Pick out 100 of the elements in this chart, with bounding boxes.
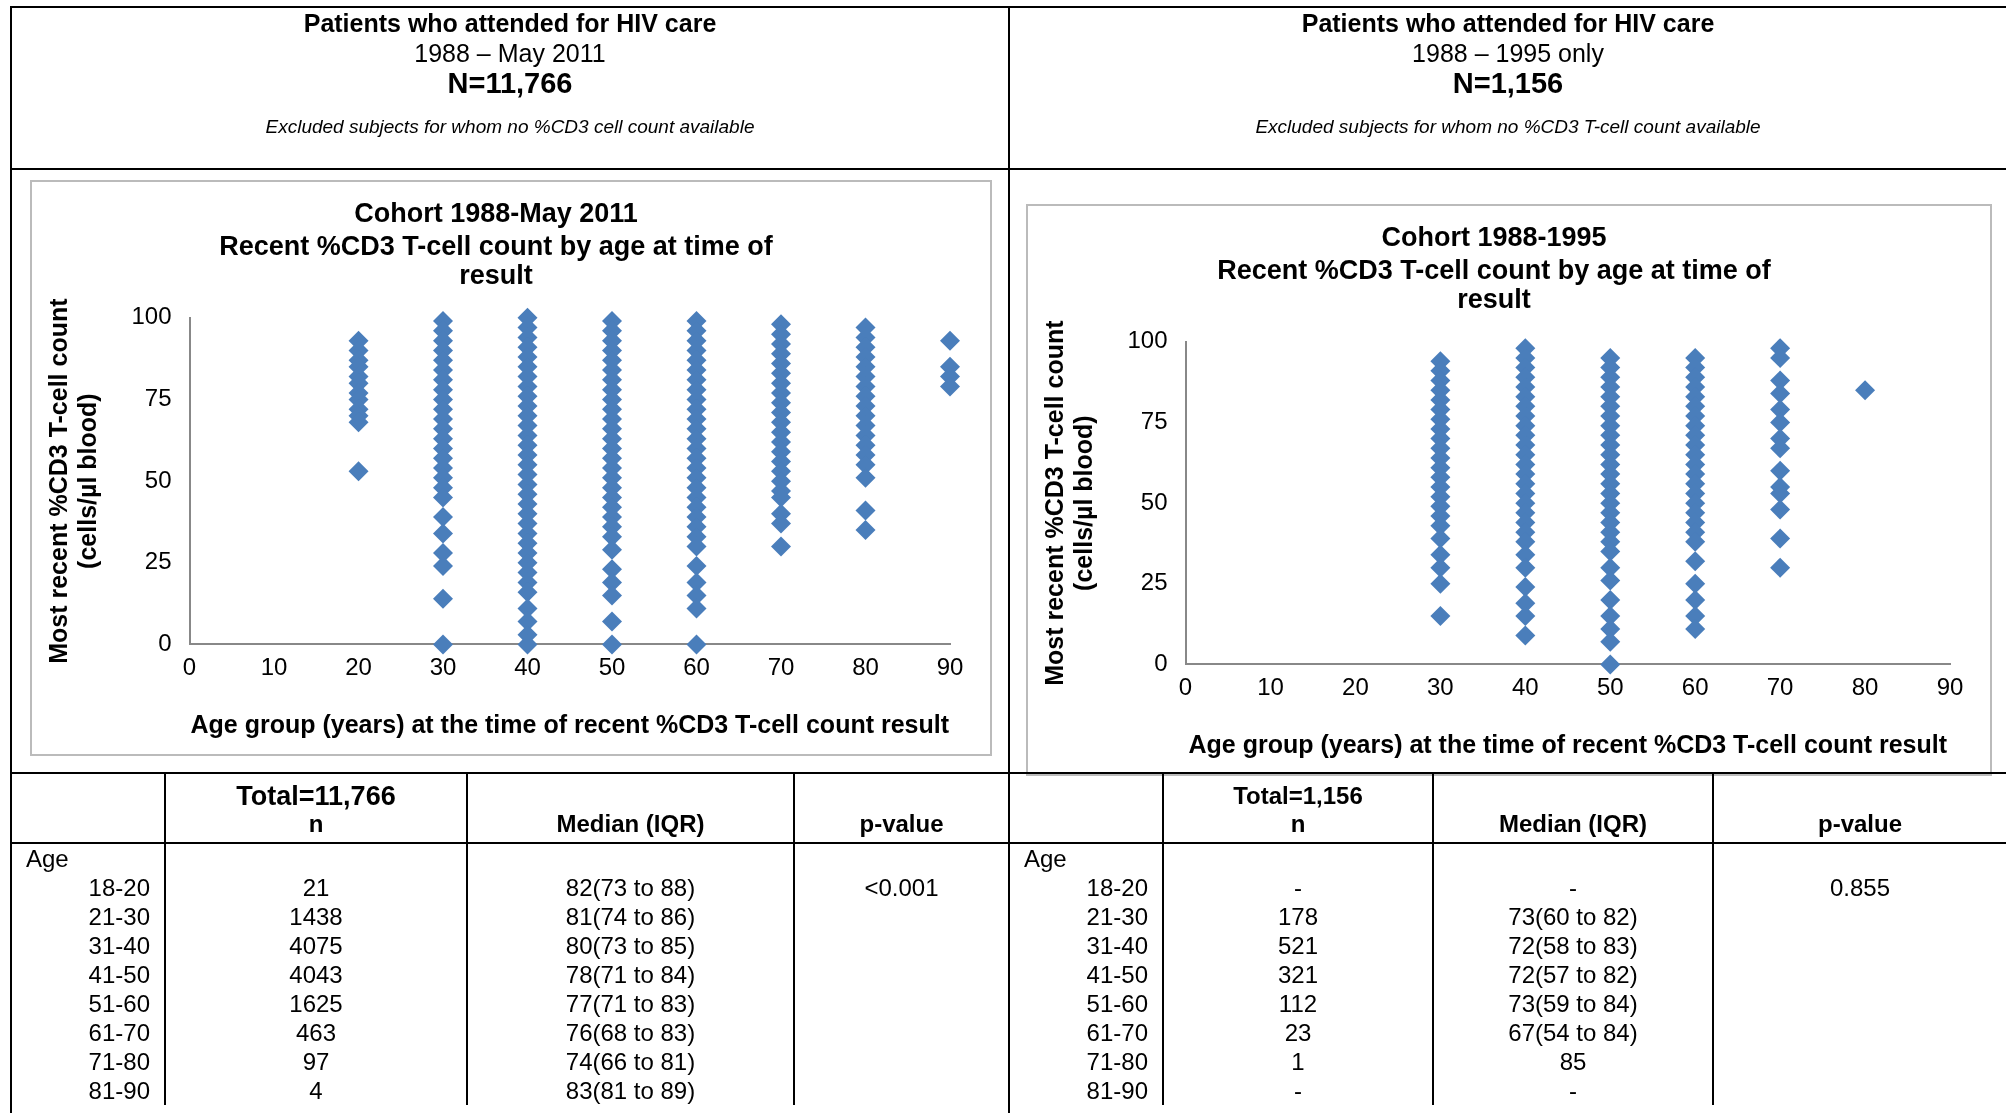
text: 51-60 <box>87 989 151 1018</box>
text: 463 <box>165 1018 467 1047</box>
text: n <box>307 810 325 838</box>
x-tick-label: 0 <box>182 653 197 681</box>
text: 521 <box>1163 931 1433 960</box>
text: 80(73 to 85) <box>467 931 794 960</box>
y-tick-label: 50 <box>144 465 172 493</box>
text: - <box>1163 873 1433 902</box>
text: Age <box>25 844 70 873</box>
x-tick-label: 10 <box>1257 673 1284 701</box>
chart-title: Cohort 1988-1995 <box>1381 221 1607 252</box>
text: 4 <box>165 1076 467 1105</box>
x-axis-title: Age group (years) at the time of recent %CD3 T-cell count result <box>1188 729 1948 758</box>
x-tick-label: 50 <box>598 653 626 681</box>
text: p-value <box>1817 810 1903 838</box>
x-axis-title: Age group (years) at the time of recent %CD3 T-cell count result <box>190 709 950 738</box>
text: 178 <box>1163 902 1433 931</box>
text: p-value <box>858 810 945 838</box>
text: 21-30 <box>1085 902 1149 931</box>
chart-subtitle: Recent %CD3 T-cell count by age at time of result <box>1217 254 1772 315</box>
y-tick-label: 100 <box>1127 326 1168 354</box>
text: 112 <box>1163 989 1433 1018</box>
text: 41-50 <box>87 960 151 989</box>
text: 41-50 <box>1085 960 1149 989</box>
text: 61-70 <box>87 1018 151 1047</box>
text: 71-80 <box>1085 1047 1149 1076</box>
text: n <box>1289 810 1307 838</box>
text: 81-90 <box>87 1076 151 1105</box>
text: 1438 <box>165 902 467 931</box>
text: 85 <box>1433 1047 1713 1076</box>
text: 18-20 <box>87 873 151 902</box>
x-tick-label: 60 <box>683 653 710 681</box>
text: 1625 <box>165 989 467 1018</box>
x-tick-label: 60 <box>1681 673 1709 701</box>
y-axis-title: Most recent %CD3 T-cell count (cells/µl blood) <box>44 297 102 664</box>
text: 72(58 to 83) <box>1433 931 1713 960</box>
text: 21-30 <box>87 902 151 931</box>
text: 4043 <box>165 960 467 989</box>
text: 78(71 to 84) <box>467 960 794 989</box>
text: 81(74 to 86) <box>467 902 794 931</box>
text: 23 <box>1163 1018 1433 1047</box>
text: Median (IQR) <box>555 810 706 838</box>
text: 73(60 to 82) <box>1433 902 1713 931</box>
x-tick-label: 30 <box>429 653 457 681</box>
y-tick-label: 100 <box>131 302 172 330</box>
text: 61-70 <box>1085 1018 1149 1047</box>
x-tick-label: 80 <box>1851 673 1879 701</box>
y-tick-label: 75 <box>1140 407 1168 435</box>
text: - <box>1433 1076 1713 1105</box>
text: 31-40 <box>87 931 151 960</box>
x-tick-label: 80 <box>852 653 879 681</box>
text: 1988 – 1995 only <box>1411 38 1605 68</box>
text: Excluded subjects for whom no %CD3 cell count available <box>264 115 756 139</box>
text: - <box>1433 873 1713 902</box>
x-tick-label: 20 <box>345 653 372 681</box>
text: Total=11,766 <box>235 781 397 811</box>
y-tick-label: 0 <box>158 629 172 657</box>
text: - <box>1163 1076 1433 1105</box>
text: Patients who attended for HIV care <box>302 8 718 38</box>
x-tick-label: 10 <box>260 653 288 681</box>
text: <0.001 <box>794 873 1008 902</box>
text: 1 <box>1163 1047 1433 1076</box>
x-tick-label: 0 <box>1178 673 1193 701</box>
text: 77(71 to 83) <box>467 989 794 1018</box>
text: Age <box>1023 844 1068 873</box>
text: 71-80 <box>87 1047 151 1076</box>
text: 97 <box>165 1047 467 1076</box>
text: N=11,766 <box>446 67 574 99</box>
x-tick-label: 30 <box>1427 673 1454 701</box>
text: 321 <box>1163 960 1433 989</box>
x-tick-label: 90 <box>1936 673 1964 701</box>
text: 82(73 to 88) <box>467 873 794 902</box>
y-tick-label: 50 <box>1140 487 1168 515</box>
text: Patients who attended for HIV care <box>1300 8 1716 38</box>
x-tick-label: 50 <box>1596 673 1624 701</box>
text: 4075 <box>165 931 467 960</box>
x-tick-label: 90 <box>936 653 964 681</box>
y-tick-label: 25 <box>144 547 172 575</box>
text: 72(57 to 82) <box>1433 960 1713 989</box>
text: Excluded subjects for whom no %CD3 T-cell count available <box>1254 115 1762 139</box>
x-tick-label: 20 <box>1342 673 1369 701</box>
text: 21 <box>165 873 467 902</box>
x-tick-label: 70 <box>767 653 795 681</box>
y-tick-label: 25 <box>1140 568 1168 596</box>
y-axis-title: Most recent %CD3 T-cell count (cells/µl blood) <box>1040 319 1098 686</box>
text: 67(54 to 84) <box>1433 1018 1713 1047</box>
x-tick-label: 40 <box>1511 673 1539 701</box>
x-tick-label: 40 <box>514 653 541 681</box>
chart-subtitle: Recent %CD3 T-cell count by age at time of result <box>219 230 774 291</box>
text: 76(68 to 83) <box>467 1018 794 1047</box>
y-tick-label: 75 <box>144 384 172 412</box>
text: Median (IQR) <box>1498 810 1648 838</box>
text: N=1,156 <box>1451 67 1565 99</box>
text: 31-40 <box>1085 931 1149 960</box>
text: Total=1,156 <box>1232 782 1364 810</box>
text: 1988 – May 2011 <box>413 38 607 68</box>
text: 74(66 to 81) <box>467 1047 794 1076</box>
text: 51-60 <box>1085 989 1149 1018</box>
text: 73(59 to 84) <box>1433 989 1713 1018</box>
text: 81-90 <box>1085 1076 1149 1105</box>
